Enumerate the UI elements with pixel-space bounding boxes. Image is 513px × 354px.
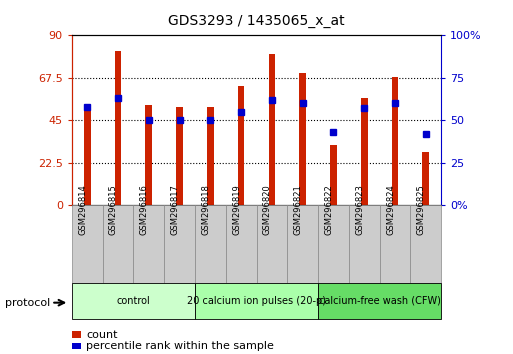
Text: count: count [86,330,117,339]
Text: GSM296818: GSM296818 [201,184,210,235]
Bar [361,98,368,205]
Text: GSM296817: GSM296817 [170,184,180,235]
Bar [72,205,103,283]
Text: GSM296823: GSM296823 [355,184,364,235]
Bar [391,77,399,205]
Bar [238,86,245,205]
Bar [145,105,152,205]
Bar [287,205,318,283]
Text: calcium-free wash (CFW): calcium-free wash (CFW) [319,296,441,306]
Bar [226,205,256,283]
Bar [330,145,337,205]
Text: GSM296825: GSM296825 [417,184,426,235]
Bar [195,283,318,319]
Bar [84,107,91,205]
Text: percentile rank within the sample: percentile rank within the sample [86,341,274,351]
Bar [195,205,226,283]
Text: GSM296822: GSM296822 [324,184,333,235]
Bar [176,107,183,205]
Bar [410,205,441,283]
Bar [256,205,287,283]
Bar [207,107,214,205]
Text: GSM296824: GSM296824 [386,184,395,235]
Text: protocol: protocol [5,298,50,308]
Text: GSM296819: GSM296819 [232,184,241,235]
Text: 20 calcium ion pulses (20-p): 20 calcium ion pulses (20-p) [187,296,326,306]
Bar [422,153,429,205]
Text: control: control [116,296,150,306]
Bar [114,51,122,205]
Text: GSM296820: GSM296820 [263,184,272,235]
Bar [268,54,275,205]
Text: GDS3293 / 1435065_x_at: GDS3293 / 1435065_x_at [168,14,345,28]
Text: GSM296815: GSM296815 [109,184,118,235]
Bar [72,283,195,319]
Bar [318,283,441,319]
Text: GSM296816: GSM296816 [140,184,149,235]
Bar [349,205,380,283]
Text: GSM296814: GSM296814 [78,184,87,235]
Bar [133,205,164,283]
Bar [164,205,195,283]
Text: GSM296821: GSM296821 [293,184,303,235]
Bar [103,205,133,283]
Bar [299,73,306,205]
Bar [380,205,410,283]
Bar [318,205,349,283]
